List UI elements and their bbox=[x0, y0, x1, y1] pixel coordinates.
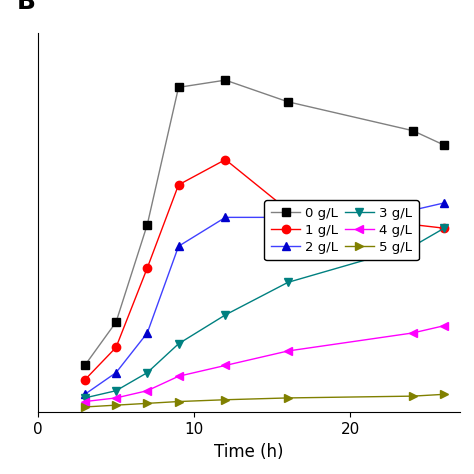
1 g/L bbox=[223, 157, 228, 163]
0 g/L bbox=[113, 319, 119, 325]
0 g/L bbox=[82, 363, 88, 368]
1 g/L bbox=[441, 225, 447, 231]
3 g/L bbox=[285, 280, 291, 285]
4 g/L bbox=[82, 399, 88, 404]
0 g/L bbox=[145, 222, 150, 228]
5 g/L bbox=[223, 397, 228, 402]
4 g/L bbox=[113, 395, 119, 401]
Line: 3 g/L: 3 g/L bbox=[81, 224, 448, 402]
1 g/L bbox=[410, 222, 416, 228]
5 g/L bbox=[410, 393, 416, 399]
2 g/L bbox=[176, 244, 182, 249]
5 g/L bbox=[113, 402, 119, 408]
Line: 5 g/L: 5 g/L bbox=[81, 390, 448, 411]
0 g/L bbox=[285, 99, 291, 105]
Line: 0 g/L: 0 g/L bbox=[81, 76, 448, 370]
5 g/L bbox=[82, 404, 88, 410]
5 g/L bbox=[176, 399, 182, 404]
0 g/L bbox=[223, 77, 228, 83]
5 g/L bbox=[145, 401, 150, 406]
2 g/L bbox=[113, 370, 119, 375]
3 g/L bbox=[82, 395, 88, 401]
5 g/L bbox=[441, 392, 447, 397]
X-axis label: Time (h): Time (h) bbox=[214, 443, 283, 461]
1 g/L bbox=[176, 182, 182, 188]
2 g/L bbox=[410, 207, 416, 213]
Text: B: B bbox=[17, 0, 36, 14]
0 g/L bbox=[441, 142, 447, 148]
0 g/L bbox=[410, 128, 416, 134]
4 g/L bbox=[176, 374, 182, 379]
3 g/L bbox=[223, 312, 228, 318]
2 g/L bbox=[223, 215, 228, 220]
1 g/L bbox=[82, 377, 88, 383]
4 g/L bbox=[223, 363, 228, 368]
3 g/L bbox=[113, 388, 119, 393]
3 g/L bbox=[410, 244, 416, 249]
4 g/L bbox=[285, 348, 291, 354]
Line: 4 g/L: 4 g/L bbox=[81, 321, 448, 406]
3 g/L bbox=[176, 341, 182, 346]
0 g/L bbox=[176, 84, 182, 90]
4 g/L bbox=[410, 330, 416, 336]
4 g/L bbox=[145, 388, 150, 393]
2 g/L bbox=[441, 200, 447, 206]
2 g/L bbox=[145, 330, 150, 336]
3 g/L bbox=[441, 225, 447, 231]
Line: 2 g/L: 2 g/L bbox=[81, 199, 448, 399]
1 g/L bbox=[113, 345, 119, 350]
1 g/L bbox=[285, 207, 291, 213]
Legend: 0 g/L, 1 g/L, 2 g/L, 3 g/L, 4 g/L, 5 g/L: 0 g/L, 1 g/L, 2 g/L, 3 g/L, 4 g/L, 5 g/L bbox=[264, 201, 419, 260]
Line: 1 g/L: 1 g/L bbox=[81, 155, 448, 384]
3 g/L bbox=[145, 370, 150, 375]
4 g/L bbox=[441, 323, 447, 328]
5 g/L bbox=[285, 395, 291, 401]
1 g/L bbox=[145, 265, 150, 271]
2 g/L bbox=[82, 392, 88, 397]
2 g/L bbox=[285, 215, 291, 220]
